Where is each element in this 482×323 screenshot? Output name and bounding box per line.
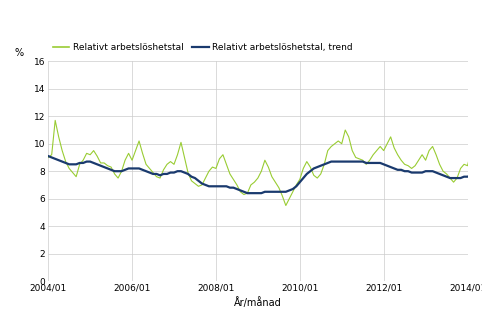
X-axis label: År/månad: År/månad [234,297,282,308]
Legend: Relativt arbetslöshetstal, Relativt arbetslöshetstal, trend: Relativt arbetslöshetstal, Relativt arbe… [53,44,353,52]
Text: %: % [14,48,24,58]
